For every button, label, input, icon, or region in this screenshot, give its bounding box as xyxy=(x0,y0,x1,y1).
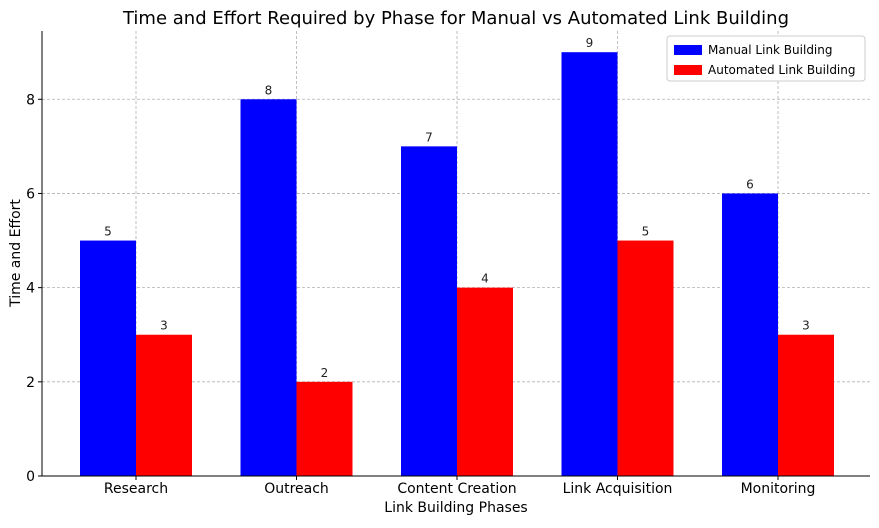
bar-value-label: 5 xyxy=(104,225,112,239)
x-ticks: Research Outreach Content Creation Link Acq… xyxy=(104,476,816,497)
legend: Manual Link Building Automated Link Build… xyxy=(666,35,866,82)
bar-value-label: 6 xyxy=(746,177,754,191)
bar-automated-content-creation xyxy=(457,287,513,476)
bar-automated-research xyxy=(136,334,192,476)
bar-value-label: 7 xyxy=(425,130,433,144)
y-tick-label: 2 xyxy=(26,375,35,391)
bar-value-label: 3 xyxy=(802,319,810,333)
bar-manual-link-acquisition xyxy=(561,52,618,476)
x-tick-label: Link Acquisition xyxy=(563,481,673,497)
legend-label: Manual Link Building xyxy=(708,43,833,57)
bar-value-label: 2 xyxy=(321,366,329,380)
y-tick-label: 0 xyxy=(26,469,35,485)
bar-value-label: 9 xyxy=(586,36,594,50)
legend-swatch xyxy=(674,45,702,55)
bar-value-label: 5 xyxy=(642,225,650,239)
y-tick-label: 8 xyxy=(26,92,35,108)
bar-value-label: 3 xyxy=(160,319,168,333)
bar-manual-content-creation xyxy=(401,146,457,477)
legend-label: Automated Link Building xyxy=(708,63,856,77)
legend-box xyxy=(666,35,866,82)
y-ticks: 0 2 4 6 8 xyxy=(26,92,42,485)
y-axis-label: Time and Effort xyxy=(8,199,24,308)
bar-automated-outreach xyxy=(296,381,353,476)
y-tick-label: 4 xyxy=(26,281,35,297)
bar-manual-monitoring xyxy=(722,193,778,476)
y-tick-label: 6 xyxy=(26,186,35,202)
bar-automated-link-acquisition xyxy=(617,240,674,476)
x-axis-label: Link Building Phases xyxy=(384,500,527,516)
bar-value-label: 8 xyxy=(265,83,273,97)
x-tick-label: Outreach xyxy=(264,481,329,497)
x-tick-label: Content Creation xyxy=(397,481,516,497)
chart-title: Time and Effort Required by Phase for Ma… xyxy=(122,8,789,29)
bar-manual-research xyxy=(80,240,136,476)
bar-automated-monitoring xyxy=(778,334,834,476)
bars-group xyxy=(80,52,834,477)
bar-manual-outreach xyxy=(240,99,297,476)
bar-labels-group: 5 8 7 9 6 3 2 4 5 3 xyxy=(104,36,810,380)
axes xyxy=(41,31,870,477)
x-tick-label: Research xyxy=(104,481,168,497)
legend-swatch xyxy=(674,65,702,75)
bar-value-label: 4 xyxy=(481,272,489,286)
x-tick-label: Monitoring xyxy=(741,481,816,497)
